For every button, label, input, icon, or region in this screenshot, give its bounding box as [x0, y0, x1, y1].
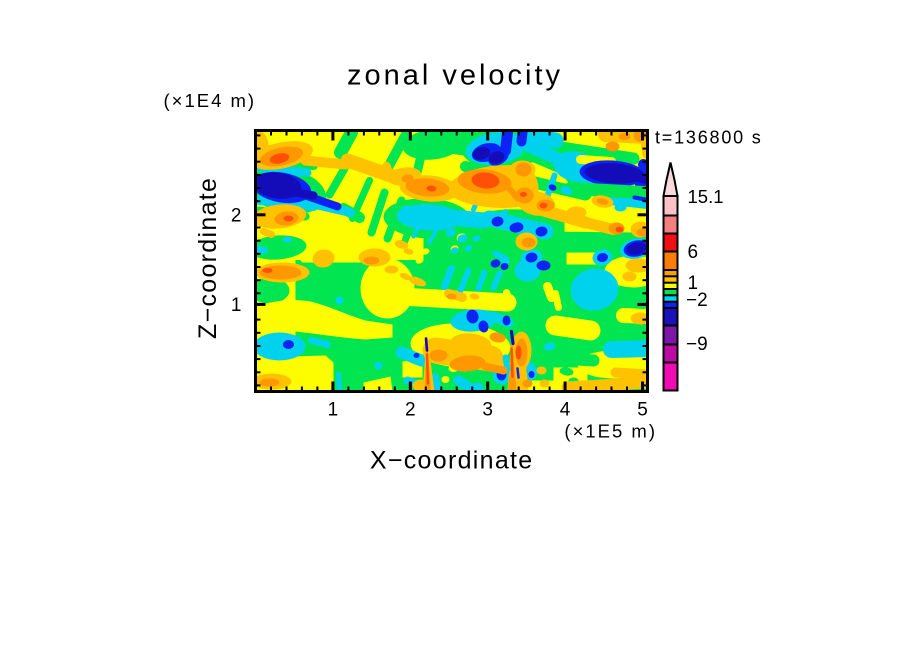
- svg-text:5: 5: [637, 400, 648, 421]
- svg-text:(×1E4 m): (×1E4 m): [164, 90, 257, 111]
- svg-text:(×1E5 m): (×1E5 m): [564, 421, 657, 442]
- svg-text:1: 1: [231, 295, 242, 316]
- svg-text:4: 4: [560, 400, 571, 421]
- svg-text:15.1: 15.1: [688, 186, 724, 207]
- svg-text:3: 3: [482, 400, 493, 421]
- svg-text:1: 1: [328, 400, 339, 421]
- svg-text:2: 2: [231, 206, 242, 227]
- svg-text:2: 2: [405, 400, 416, 421]
- svg-text:−9: −9: [686, 334, 708, 355]
- svg-text:Z−coordinate: Z−coordinate: [194, 177, 222, 339]
- svg-text:−2: −2: [686, 290, 708, 311]
- svg-text:X−coordinate: X−coordinate: [370, 447, 534, 475]
- svg-text:6: 6: [688, 242, 699, 263]
- svg-text:t=136800 s: t=136800 s: [655, 128, 763, 148]
- svg-text:1: 1: [688, 273, 699, 294]
- svg-text:zonal velocity: zonal velocity: [347, 60, 563, 92]
